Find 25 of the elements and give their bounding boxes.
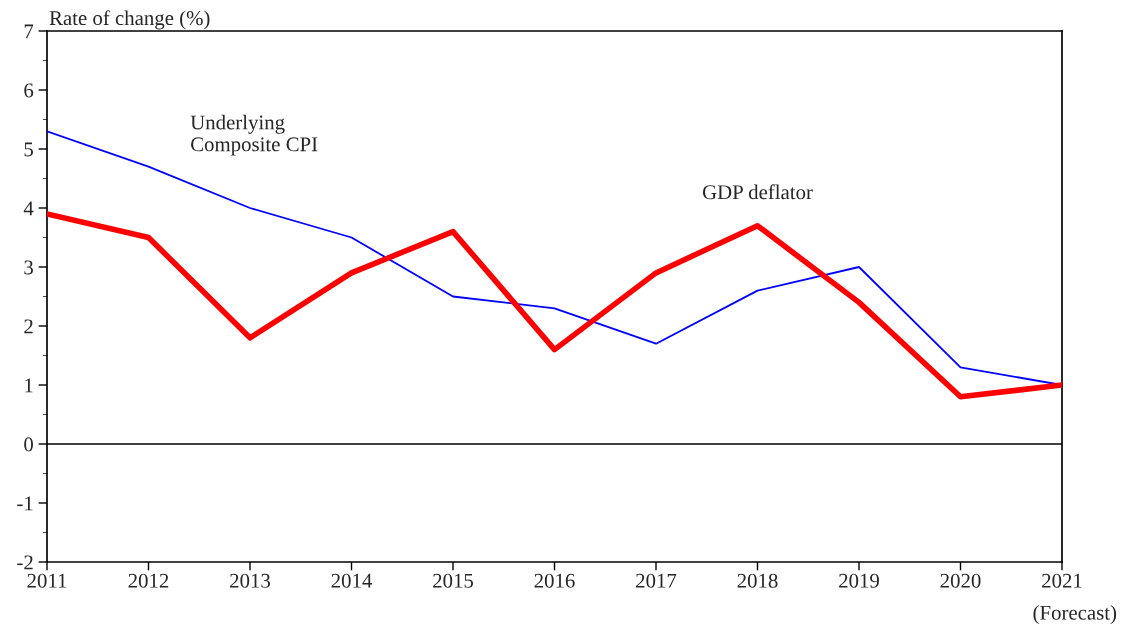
x-tick-label: 2018 [737,573,778,588]
x-tick-label: 2019 [839,573,879,588]
y-tick-label: 3 [24,260,33,275]
y-tick-label: 7 [24,24,34,39]
x-tick-label: 2020 [940,573,981,588]
y-tick-label: 1 [25,378,33,393]
y-tick-label: 4 [23,201,34,216]
y-tick-label: 0 [24,437,34,452]
y-tick-label: -2 [17,555,33,570]
x-tick-label: 2015 [433,573,474,588]
series-label: Underlying Composite CPI [190,114,318,156]
x-tick-label: 2017 [636,573,677,588]
text: (Forecast) [1033,605,1117,624]
y-tick-label: 6 [24,83,34,98]
y-tick-label: 2 [24,319,33,334]
x-tick-label: 2012 [128,573,169,588]
y-axis-title: Rate of change (%) [49,10,210,30]
x-tick-label: 2013 [230,573,271,588]
y-tick-label: -1 [17,496,33,511]
x-tick-label: 2021 [1042,573,1082,588]
series-label: GDP deflator [702,184,813,200]
x-tick-label: 2014 [331,573,373,588]
x-tick-label: 2011 [27,573,67,588]
y-tick-label: 5 [24,142,33,157]
x-tick-label: 2016 [534,573,575,588]
